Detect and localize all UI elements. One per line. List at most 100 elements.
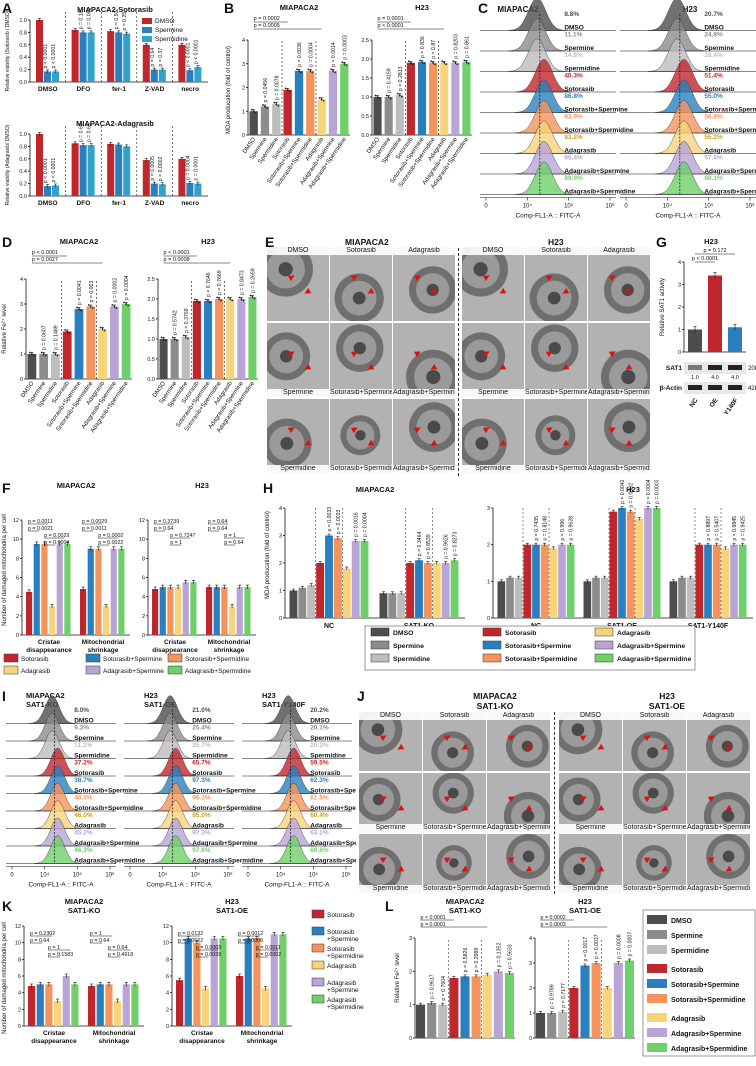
panel-h-right-y-tick-label: 0: [487, 616, 490, 622]
panel-c-right-percent: 20.7%: [704, 11, 723, 18]
panel-j-title1: MIAPACA2: [473, 691, 517, 701]
panel-b-right-y-tick-label: 1.5: [361, 76, 369, 82]
panel-d-right-data-point: [220, 299, 223, 302]
panel-c-left-row-label: Adagrasib+Spermidine: [564, 189, 635, 196]
panel-c-title2: H23: [683, 5, 698, 14]
panel-i-col0-row-label: Spermidine: [74, 753, 110, 760]
panel-a-pvalue: p = 0.65: [87, 123, 93, 142]
panel-i-col1-xlabel: Comp-FL1-A :: FITC-A: [146, 882, 212, 889]
panel-k-right-group-label: disappearance: [179, 1038, 225, 1045]
panel-a-bar: [87, 32, 95, 82]
panel-h-group-label: NC: [324, 623, 334, 630]
panel-b-right-y-tick-label: 0.0: [361, 133, 369, 139]
panel-b-left-pvalue: p = 0.0003: [342, 35, 348, 60]
panel-d-right-bar: [215, 299, 224, 379]
panel-a-legend-swatch: [142, 27, 152, 33]
panel-f-legend-swatch: [167, 665, 183, 675]
panel-l-legend-label: Spermine: [671, 933, 703, 940]
panel-k-legend-swatch: [311, 943, 325, 953]
panel-i-col1-row-label: Sotorasib+Spermine: [192, 788, 256, 795]
panel-l-right-pvalue: p = 0.9789: [550, 984, 556, 1009]
panel-e-arrow-icon: ▶: [428, 286, 439, 298]
panel-b-left-bar: [260, 106, 270, 135]
panel-d-right-bar: [248, 297, 257, 379]
panel-j-em-label: DMSO: [359, 712, 422, 720]
panel-l-left-y-tick-label: 3: [409, 936, 412, 942]
panel-l-left-pvalue: p = 0.1352: [496, 943, 502, 968]
panel-j-sub1: SAT1-KO: [476, 701, 514, 711]
panel-l-legend-swatch: [647, 915, 667, 924]
panel-b-right-data-point: [441, 60, 444, 63]
panel-l-right-bar: [547, 1013, 557, 1038]
panel-d-left-pvalue: p = 0.0002: [112, 278, 118, 303]
panel-i-col2-row-label: DMSO: [310, 718, 330, 725]
panel-k-left-bar: [131, 984, 139, 1026]
panel-f-right-y-tick-label: 4: [142, 595, 145, 601]
panel-h-legend-label: Sotorasib+Spermidine: [505, 656, 578, 663]
panel-b-left-data-point: [307, 68, 310, 71]
panel-i-col0-histogram: [28, 730, 76, 759]
panel-d-left-data-point: [115, 307, 118, 309]
panel-j-em-label: Adagrasib+Spermine: [487, 824, 550, 832]
panel-h-pvalue: p = 0.7435: [534, 516, 540, 541]
panel-f-legend-label: Adagrasib+Spermidine: [185, 668, 251, 675]
panel-e-em-label: Adagrasib+Spermidine: [588, 465, 650, 473]
panel-b-left-data-point: [264, 105, 266, 108]
panel-k-left-y-tick-label: 12: [15, 924, 21, 930]
panel-l-right-pvalue: p = 0.0002: [541, 915, 566, 921]
panel-a-y-tick-label: 0.2: [19, 182, 27, 188]
panel-k-left-pvalue: p = 0.64: [30, 938, 49, 944]
panel-h-right-y-tick-label: 1: [487, 579, 490, 585]
panel-c-flow-histograms: MIAPACA2 H238.8%DMSO11.1%Spermine14.8%Spe…: [480, 0, 756, 220]
panel-f-left-bar: [26, 591, 33, 635]
panel-e-arrow-icon: ▶: [497, 286, 508, 298]
panel-b-left-data-point: [288, 90, 291, 93]
panel-e-arrow-icon: ▶: [302, 286, 313, 298]
panel-b-left-data-point: [254, 111, 257, 114]
panel-d-right-y-tick-label: 1.5: [147, 317, 155, 323]
panel-b-right-pvalue: p < 0.0001: [378, 23, 404, 29]
panel-i-col1-percent: 65.7%: [192, 760, 211, 767]
panel-b-right-data-point: [400, 95, 403, 98]
panel-d-right-y-tick-label: 2.5: [147, 277, 155, 283]
panel-d-right-data-point: [207, 300, 209, 302]
panel-j-arrow-icon: ▶: [723, 743, 734, 755]
panel-a-group-label: fer-1: [112, 200, 126, 207]
panel-j-em-image: ▶ ▶ Sotorasib+Spermidine: [423, 834, 486, 893]
panel-b-right-data-point: [467, 62, 470, 65]
panel-c-left-x-tick-label: 10⁶: [605, 203, 615, 210]
panel-e-em-label: Adagrasib+Spermine: [588, 389, 650, 397]
panel-k-legend-label: +Spermidine: [327, 953, 364, 960]
panel-i-col2-histogram: [264, 712, 312, 742]
panel-d-right-data-point: [186, 337, 189, 340]
panel-d-left-bar: [74, 309, 84, 379]
panel-g-kda: 42kDa: [748, 386, 756, 392]
panel-i-col2-histogram: [270, 747, 317, 777]
panel-d-left-bar: [27, 354, 37, 379]
panel-k-right-y-tick-label: 2: [166, 1007, 169, 1013]
panel-j-title-miapaca2: MIAPACA2 SAT1-KO: [445, 691, 545, 711]
panel-h-charts: MDA producation (fold of control) MIAPACA…: [265, 479, 753, 671]
panel-a-group-label: DFO: [77, 86, 91, 93]
panel-d-right-pvalue: p = 0.5742: [173, 310, 179, 335]
panel-letter-d: D: [2, 234, 13, 250]
panel-b-ylabel: MDA producation (fold of control): [226, 46, 232, 134]
panel-l-legend-swatch: [647, 964, 667, 973]
panel-g-blot-band: [708, 365, 722, 370]
panel-b-left-y-tick-label: 2: [242, 86, 245, 92]
panel-c-left-percent: 95.4%: [564, 155, 583, 162]
panel-e-em-label: Sotorasib: [330, 247, 392, 255]
panel-c-left-row-label: Sotorasib+Spermidine: [564, 127, 634, 134]
panel-c-left-percent: 14.8%: [564, 52, 583, 59]
panel-i-col0-percent: 37.2%: [74, 760, 93, 767]
panel-i-col1-histogram: [152, 765, 199, 794]
panel-l-left-bar: [438, 1004, 448, 1038]
panel-d-left-data-point: [113, 305, 116, 308]
panel-b-left-data-point: [252, 110, 255, 113]
panel-i-col2-x-tick-label: 10⁴: [276, 872, 286, 879]
panel-h-legend-swatch: [370, 640, 390, 650]
panel-k-left-group-label: disappearance: [31, 1038, 77, 1045]
panel-h-pvalue: p = 0.0016: [354, 512, 360, 537]
panel-c-left-xlabel: Comp-FL1-A :: FITC-A: [515, 213, 581, 220]
panel-d-left-data-point: [125, 303, 128, 305]
